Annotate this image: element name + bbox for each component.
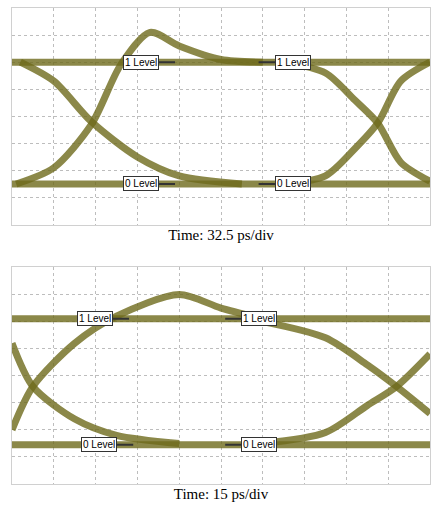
svg-text:0 Level: 0 Level [277,178,309,189]
svg-text:0 Level: 0 Level [125,178,157,189]
svg-text:1 Level: 1 Level [125,57,157,68]
svg-text:Time: 32.5 ps/div: Time: 32.5 ps/div [168,227,274,243]
svg-text:0 Level: 0 Level [83,439,115,450]
svg-text:Time: 15 ps/div: Time: 15 ps/div [174,486,269,502]
svg-text:0 Level: 0 Level [243,439,275,450]
svg-text:1 Level: 1 Level [277,57,309,68]
svg-text:1 Level: 1 Level [79,313,111,324]
svg-text:1 Level: 1 Level [243,313,275,324]
